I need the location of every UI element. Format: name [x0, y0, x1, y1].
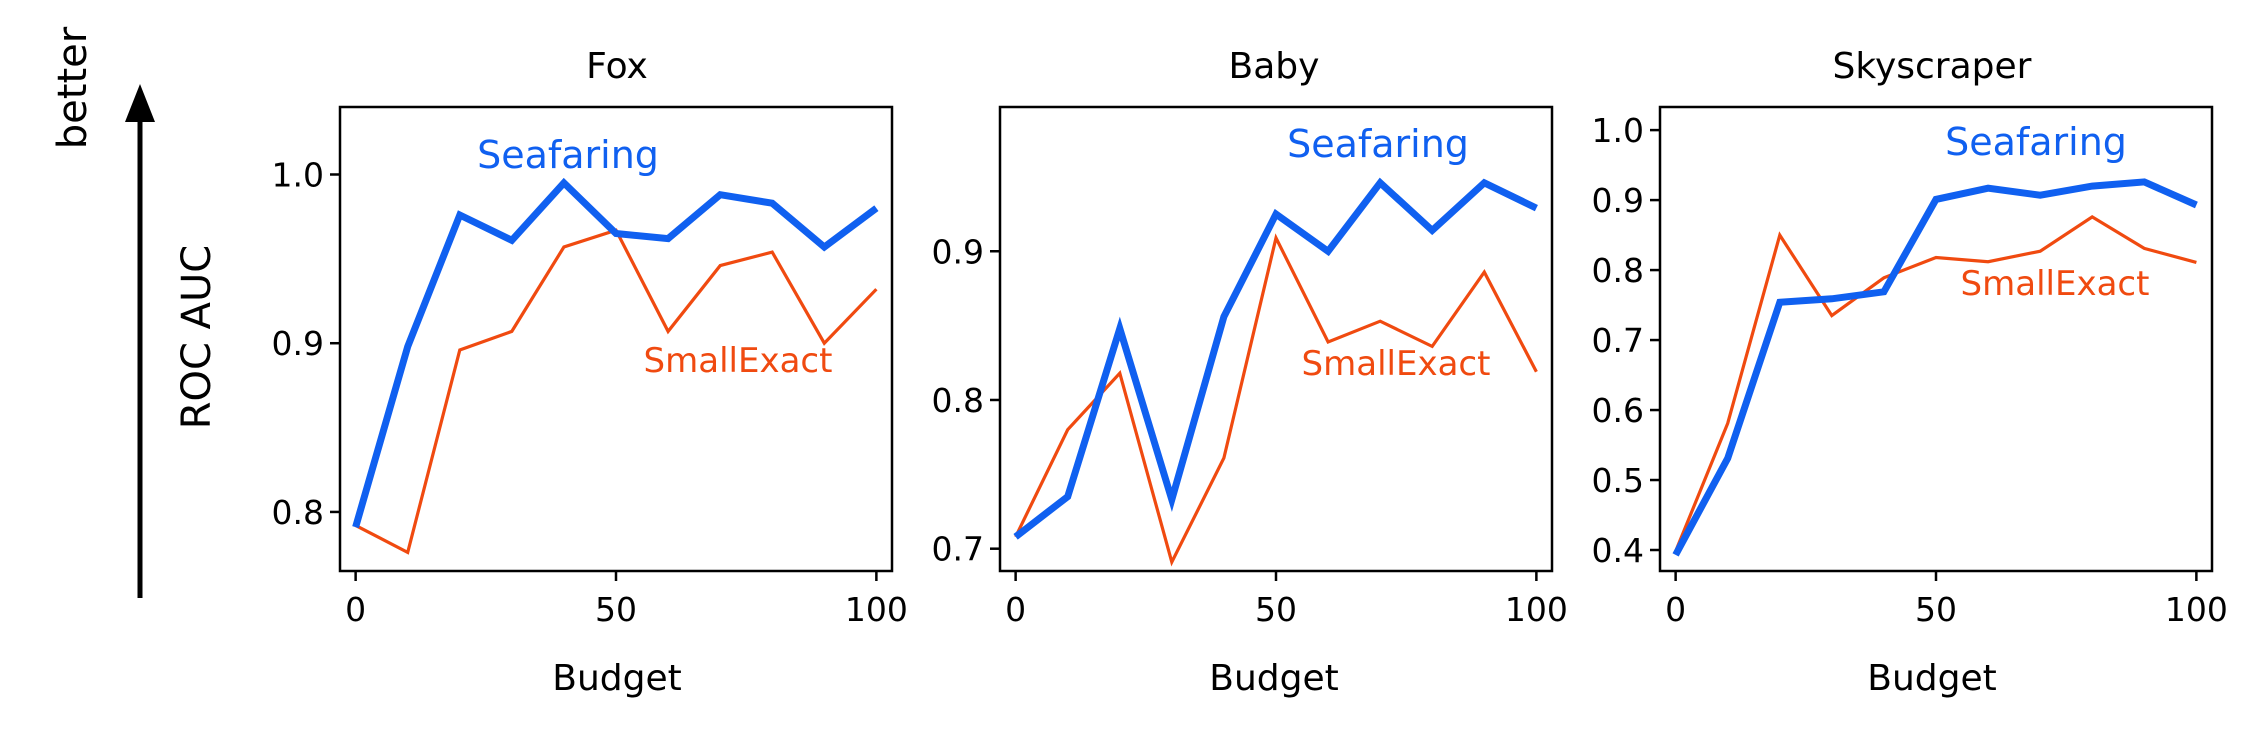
x-axis-label-skyscraper: Budget: [1867, 658, 1996, 699]
y-tick-label-5-skyscraper: 0.9: [1592, 181, 1644, 220]
panel-title-baby: Baby: [1229, 46, 1320, 87]
y-tick-label-0-baby: 0.7: [932, 530, 984, 569]
label-smallexact-skyscraper: SmallExact: [1961, 264, 2150, 304]
x-tick-label-50-fox: 50: [595, 590, 637, 629]
series-line-smallexact-baby: [1014, 233, 1538, 567]
label-seafaring-fox: Seafaring: [477, 133, 659, 177]
y-tick-label-4-skyscraper: 0.8: [1592, 251, 1644, 290]
y-tick-label-1-baby: 0.8: [932, 381, 984, 420]
y-axis-label: ROC AUC: [174, 245, 220, 430]
x-axis-label-fox: Budget: [552, 658, 681, 699]
series-line-smallexact-skyscraper: [1674, 215, 2197, 553]
y-tick-label-2-baby: 0.9: [932, 232, 984, 271]
y-tick-label-0-fox: 0.8: [272, 493, 324, 532]
x-tick-label-50-skyscraper: 50: [1915, 590, 1957, 629]
better-label: better: [50, 26, 96, 149]
x-tick-label-0-baby: 0: [1005, 590, 1026, 629]
x-tick-label-0-skyscraper: 0: [1665, 590, 1686, 629]
label-smallexact-fox: SmallExact: [644, 341, 833, 381]
label-smallexact-baby: SmallExact: [1302, 344, 1491, 384]
panel-title-fox: Fox: [586, 46, 648, 87]
x-tick-label-100-skyscraper: 100: [2165, 590, 2228, 629]
x-tick-label-100-baby: 100: [1505, 590, 1568, 629]
series-line-seafaring-baby: [1013, 177, 1538, 540]
x-tick-label-50-baby: 50: [1255, 590, 1297, 629]
y-tick-label-1-fox: 0.9: [272, 324, 324, 363]
series-line-seafaring-fox: [352, 177, 879, 529]
x-axis-label-baby: Budget: [1209, 658, 1338, 699]
panel-skyscraper: Skyscraper Budget Seafaring SmallExact 0…: [1592, 46, 2228, 699]
x-tick-label-0-fox: 0: [345, 590, 366, 629]
series-line-seafaring-skyscraper: [1672, 178, 2198, 557]
plot-frame-baby: [998, 105, 1554, 573]
y-tick-label-1-skyscraper: 0.5: [1592, 461, 1644, 500]
y-tick-label-3-skyscraper: 0.7: [1592, 321, 1644, 360]
plot-frame-skyscraper: [1658, 105, 2214, 573]
panel-title-skyscraper: Skyscraper: [1833, 46, 2032, 87]
y-tick-label-0-skyscraper: 0.4: [1592, 531, 1644, 570]
panel-fox: Fox Budget Seafaring SmallExact 0 50 100 0.…: [272, 46, 908, 699]
y-tick-label-2-skyscraper: 0.6: [1592, 391, 1644, 430]
label-seafaring-skyscraper: Seafaring: [1945, 120, 2127, 164]
x-tick-label-100-fox: 100: [845, 590, 908, 629]
better-arrow-head: [125, 84, 155, 122]
label-seafaring-baby: Seafaring: [1287, 122, 1469, 166]
panel-baby: Baby Budget Seafaring SmallExact 0 50 100 0…: [932, 46, 1568, 699]
y-tick-label-6-skyscraper: 1.0: [1592, 111, 1644, 150]
y-tick-label-2-fox: 1.0: [272, 155, 324, 194]
